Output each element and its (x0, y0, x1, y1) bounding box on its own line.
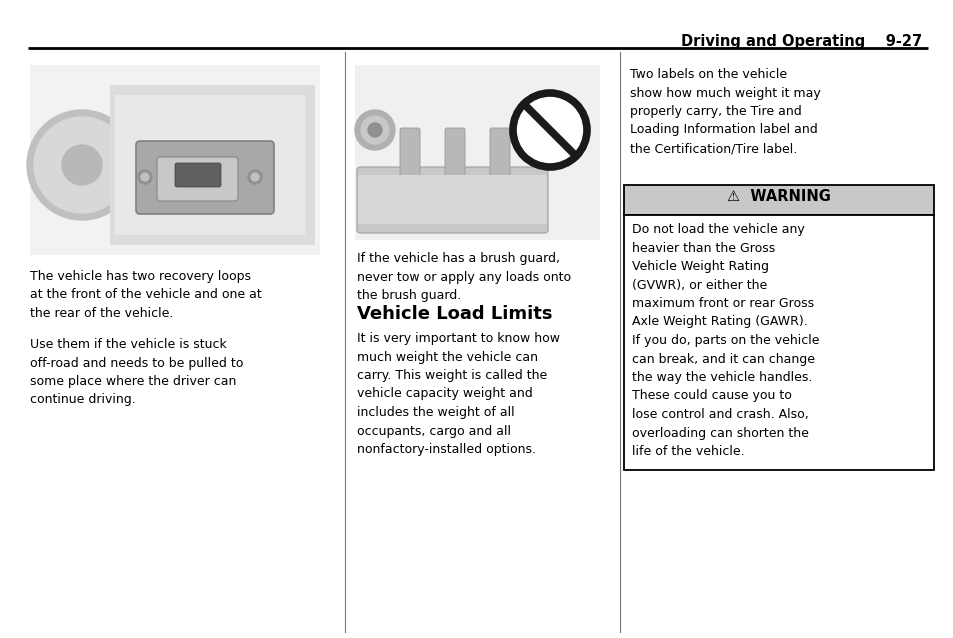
Bar (110, 85, 314, 245)
Text: Two labels on the vehicle
show how much weight it may
properly carry, the Tire a: Two labels on the vehicle show how much … (629, 68, 820, 155)
Text: Driving and Operating    9-27: Driving and Operating 9-27 (680, 34, 921, 49)
FancyBboxPatch shape (136, 141, 274, 214)
Bar (30, 65, 319, 255)
Bar (623, 215, 933, 470)
FancyBboxPatch shape (399, 128, 419, 222)
FancyBboxPatch shape (157, 157, 237, 201)
Circle shape (513, 93, 586, 167)
Circle shape (368, 123, 381, 137)
Text: If the vehicle has a brush guard,
never tow or apply any loads onto
the brush gu: If the vehicle has a brush guard, never … (356, 252, 571, 302)
Circle shape (62, 145, 102, 185)
Text: Do not load the vehicle any
heavier than the Gross
Vehicle Weight Rating
(GVWR),: Do not load the vehicle any heavier than… (631, 223, 819, 458)
Bar (355, 65, 599, 240)
FancyBboxPatch shape (490, 128, 510, 222)
Circle shape (360, 116, 389, 144)
Text: The vehicle has two recovery loops
at the front of the vehicle and one at
the re: The vehicle has two recovery loops at th… (30, 270, 261, 320)
FancyBboxPatch shape (357, 175, 546, 224)
Bar (115, 95, 305, 235)
Text: Use them if the vehicle is stuck
off-road and needs to be pulled to
some place w: Use them if the vehicle is stuck off-roa… (30, 338, 243, 406)
Circle shape (141, 173, 149, 181)
Text: Vehicle Load Limits: Vehicle Load Limits (356, 305, 552, 323)
Circle shape (251, 173, 258, 181)
FancyBboxPatch shape (444, 128, 464, 222)
Bar (623, 185, 933, 215)
FancyBboxPatch shape (174, 163, 221, 187)
Circle shape (34, 117, 130, 213)
Circle shape (138, 170, 152, 184)
Text: It is very important to know how
much weight the vehicle can
carry. This weight : It is very important to know how much we… (356, 332, 559, 456)
FancyBboxPatch shape (356, 167, 547, 233)
Circle shape (355, 110, 395, 150)
Circle shape (248, 170, 262, 184)
Text: ⚠  WARNING: ⚠ WARNING (726, 189, 830, 204)
Circle shape (27, 110, 137, 220)
